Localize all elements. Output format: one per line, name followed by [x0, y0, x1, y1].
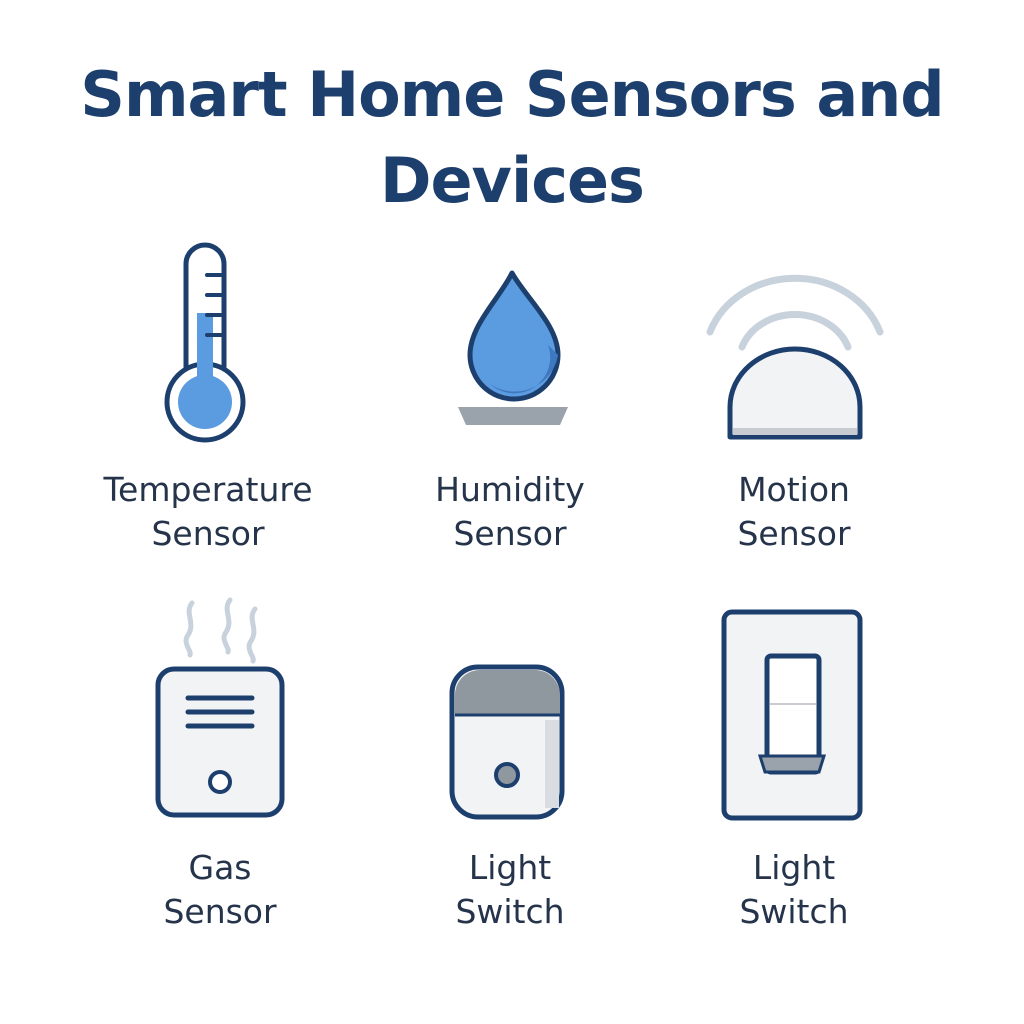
motion-sensor-icon — [706, 274, 884, 440]
label-line: Motion — [738, 470, 850, 509]
device-label-humidity-sensor: Humidity Sensor — [360, 468, 660, 556]
label-line: Humidity — [435, 470, 585, 509]
label-line: Light — [468, 848, 552, 887]
gas-sensor-icon — [155, 597, 285, 818]
label-line: Temperature — [103, 470, 313, 509]
label-line: Switch — [739, 892, 849, 931]
title-line-1: Smart Home Sensors and — [80, 58, 944, 131]
water-drop-icon — [458, 270, 568, 425]
label-line: Sensor — [453, 514, 567, 553]
smart-plug-icon — [449, 664, 565, 820]
page-title: Smart Home Sensors and Devices — [0, 52, 1024, 224]
device-label-light-switch-1: Light Switch — [360, 846, 660, 934]
label-line: Sensor — [151, 514, 265, 553]
title-line-2: Devices — [380, 144, 645, 217]
device-label-gas-sensor: Gas Sensor — [70, 846, 370, 934]
label-line: Switch — [455, 892, 565, 931]
device-label-temperature-sensor: Temperature Sensor — [58, 468, 358, 556]
device-label-motion-sensor: Motion Sensor — [644, 468, 944, 556]
thermometer-icon — [164, 242, 246, 443]
label-line: Sensor — [163, 892, 277, 931]
label-line: Gas — [188, 848, 252, 887]
label-line: Sensor — [737, 514, 851, 553]
label-line: Light — [752, 848, 836, 887]
light-switch-icon — [721, 609, 863, 821]
device-label-light-switch-2: Light Switch — [644, 846, 944, 934]
